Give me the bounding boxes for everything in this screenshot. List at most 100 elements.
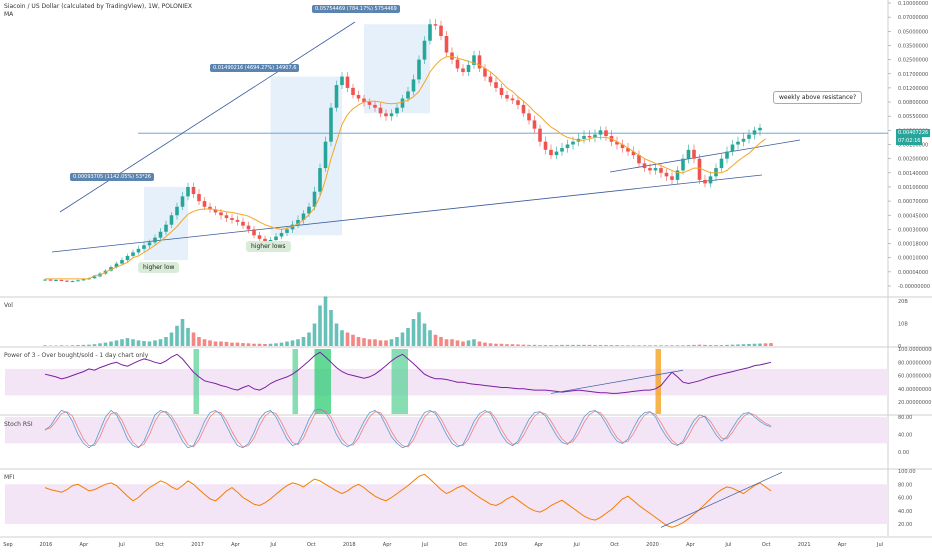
- candle-body: [654, 168, 658, 170]
- candle-body: [434, 24, 438, 25]
- volume-bar: [478, 342, 482, 347]
- volume-bar: [186, 328, 190, 346]
- volume-bar: [764, 343, 768, 346]
- volume-bar: [560, 345, 564, 346]
- volume-bar: [76, 345, 80, 346]
- candle-body: [549, 150, 553, 155]
- candle-body: [538, 129, 542, 142]
- volume-bar: [742, 344, 746, 346]
- candle-body: [395, 108, 399, 114]
- time-tick-label: Apr: [686, 542, 696, 548]
- volume-bar: [175, 326, 179, 346]
- measure-badge-1: 0.00093705 (1142.05%) 53*26: [70, 173, 154, 181]
- volume-bar: [533, 345, 537, 346]
- volume-bar: [379, 340, 383, 346]
- candle-body: [236, 220, 240, 222]
- candle-body: [401, 99, 405, 108]
- volume-bar: [648, 345, 652, 346]
- candle-body: [368, 102, 372, 105]
- time-tick-label: Oct: [155, 542, 164, 548]
- candle-body: [137, 249, 141, 253]
- candle-body: [423, 41, 427, 60]
- time-tick-label: Oct: [610, 542, 619, 548]
- price-tick-label: 0.00800000: [898, 100, 928, 106]
- volume-bar: [104, 343, 108, 346]
- time-tick-label: 2021: [798, 542, 811, 548]
- volume-bar: [346, 333, 350, 347]
- volume-bar: [522, 345, 526, 346]
- volume-bar: [698, 345, 702, 346]
- candle-body: [571, 142, 575, 145]
- price-tick-label: 0.07000000: [898, 15, 928, 21]
- candle-body: [357, 95, 361, 99]
- candle-body: [346, 77, 350, 88]
- candle-body: [335, 85, 339, 108]
- rally-range-2: [271, 77, 343, 236]
- candle-body: [324, 142, 328, 168]
- candle-body: [252, 229, 256, 235]
- time-tick-label: Apr: [383, 542, 393, 548]
- candle-body: [258, 235, 262, 239]
- volume-bar: [659, 345, 663, 346]
- volume-bar: [126, 338, 130, 346]
- volume-bar: [131, 339, 135, 346]
- volume-bar: [148, 342, 152, 347]
- time-tick-label: Apr: [79, 542, 89, 548]
- volume-bar: [274, 343, 278, 346]
- candle-body: [412, 79, 416, 91]
- volume-bar: [307, 333, 311, 347]
- volume-bar: [115, 340, 119, 346]
- volume-bar: [665, 345, 669, 346]
- candle-body: [555, 152, 559, 156]
- volume-bar: [654, 345, 658, 346]
- candle-body: [527, 113, 531, 120]
- candle-body: [175, 207, 179, 215]
- candle-body: [230, 218, 234, 220]
- volume-bar: [43, 345, 47, 346]
- candle-body: [714, 168, 718, 176]
- candle-body: [406, 91, 410, 98]
- volume-bar: [401, 333, 405, 347]
- power-pane-label: Power of 3 - Over bought/sold - 1 day ch…: [4, 352, 148, 359]
- candle-body: [164, 225, 168, 232]
- candle-body: [456, 60, 460, 69]
- candle-body: [467, 65, 471, 72]
- volume-bar: [412, 319, 416, 346]
- volume-bar: [725, 345, 729, 346]
- volume-bar: [681, 345, 685, 346]
- volume-bar: [709, 345, 713, 346]
- volume-bar: [511, 344, 515, 346]
- volume-bar: [703, 345, 707, 346]
- volume-bar: [373, 339, 377, 346]
- candle-body: [758, 128, 762, 130]
- power-highlight: [293, 349, 299, 414]
- volume-bar: [324, 297, 328, 347]
- volume-bar: [527, 345, 531, 346]
- candle-body: [544, 142, 548, 150]
- volume-bar: [247, 343, 251, 346]
- last-price-tag: 0.00407226: [896, 129, 930, 137]
- measure-badge-3: 0.05754469 (784.17%) 5754469: [312, 5, 400, 13]
- price-tick-label: 0.02500000: [898, 58, 928, 64]
- candle-body: [445, 36, 449, 53]
- volume-bar: [434, 335, 438, 346]
- candle-body: [742, 139, 746, 142]
- candle-body: [379, 108, 383, 114]
- candle-body: [692, 150, 696, 159]
- volume-bar: [692, 345, 696, 346]
- candle-body: [500, 88, 504, 95]
- candle-body: [511, 99, 515, 101]
- volume-bar: [153, 340, 157, 346]
- price-tick-label: 0.00010000: [898, 256, 928, 262]
- volume-bar: [417, 312, 421, 346]
- volume-bar: [599, 345, 603, 346]
- candle-body: [197, 194, 201, 201]
- price-tick-label: 0.00550000: [898, 114, 928, 120]
- volume-bar: [192, 333, 196, 347]
- candle-body: [340, 77, 344, 85]
- volume-bar: [280, 343, 284, 346]
- volume-bar: [263, 344, 267, 346]
- volume-bar: [313, 324, 317, 347]
- volume-bar: [241, 343, 245, 346]
- mfi-tick-label: 40.00: [898, 509, 912, 515]
